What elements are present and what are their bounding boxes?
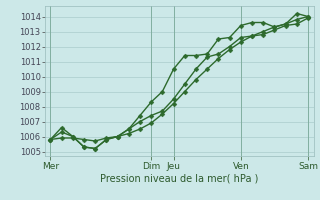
X-axis label: Pression niveau de la mer( hPa ): Pression niveau de la mer( hPa ) [100,173,258,183]
